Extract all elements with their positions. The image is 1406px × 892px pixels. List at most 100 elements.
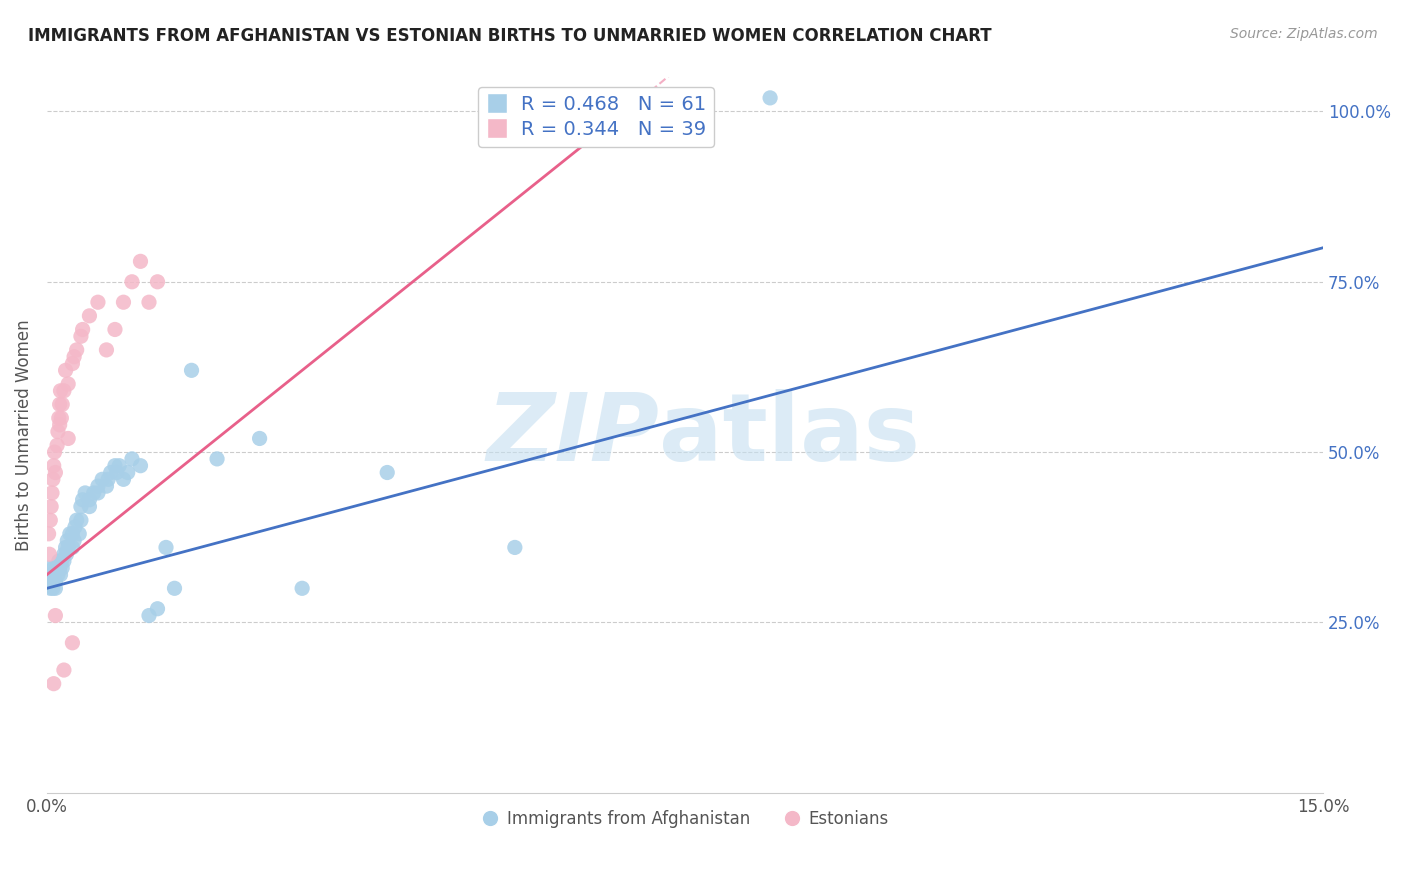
Point bbox=[249, 432, 271, 446]
Text: ZIP: ZIP bbox=[486, 389, 659, 481]
Point bbox=[104, 322, 127, 336]
Point bbox=[62, 541, 84, 555]
Point bbox=[42, 582, 65, 596]
Point bbox=[52, 384, 75, 398]
Point bbox=[51, 411, 73, 425]
Point bbox=[41, 486, 63, 500]
Point bbox=[44, 582, 66, 596]
Point bbox=[51, 397, 73, 411]
Point bbox=[48, 554, 70, 568]
Point bbox=[55, 541, 77, 555]
Point bbox=[97, 472, 120, 486]
Point bbox=[62, 526, 84, 541]
Legend: Immigrants from Afghanistan, Estonians: Immigrants from Afghanistan, Estonians bbox=[475, 803, 896, 834]
Point bbox=[44, 608, 66, 623]
Point bbox=[51, 561, 73, 575]
Point bbox=[121, 451, 143, 466]
Point bbox=[46, 567, 69, 582]
Point bbox=[112, 295, 135, 310]
Point bbox=[96, 479, 118, 493]
Point bbox=[205, 451, 228, 466]
Point bbox=[56, 432, 79, 446]
Point bbox=[52, 663, 75, 677]
Point bbox=[42, 561, 65, 575]
Point bbox=[67, 526, 90, 541]
Point bbox=[55, 547, 77, 561]
Point bbox=[49, 384, 72, 398]
Point bbox=[72, 322, 94, 336]
Point bbox=[38, 561, 60, 575]
Point bbox=[52, 547, 75, 561]
Point bbox=[180, 363, 202, 377]
Point bbox=[46, 438, 69, 452]
Point bbox=[87, 295, 110, 310]
Point bbox=[62, 357, 84, 371]
Text: IMMIGRANTS FROM AFGHANISTAN VS ESTONIAN BIRTHS TO UNMARRIED WOMEN CORRELATION CH: IMMIGRANTS FROM AFGHANISTAN VS ESTONIAN … bbox=[28, 27, 991, 45]
Point bbox=[83, 486, 105, 500]
Point bbox=[66, 513, 89, 527]
Point bbox=[138, 295, 160, 310]
Point bbox=[44, 445, 66, 459]
Point bbox=[63, 350, 86, 364]
Point bbox=[87, 479, 110, 493]
Point bbox=[70, 329, 93, 343]
Point bbox=[146, 275, 169, 289]
Point bbox=[121, 275, 143, 289]
Point bbox=[503, 541, 526, 555]
Point bbox=[39, 582, 62, 596]
Point bbox=[56, 376, 79, 391]
Point bbox=[108, 458, 131, 473]
Point bbox=[91, 472, 114, 486]
Point bbox=[163, 582, 186, 596]
Point bbox=[87, 486, 110, 500]
Point bbox=[39, 513, 62, 527]
Point bbox=[375, 466, 398, 480]
Point bbox=[155, 541, 177, 555]
Point bbox=[39, 567, 62, 582]
Point bbox=[52, 554, 75, 568]
Point bbox=[70, 513, 93, 527]
Point bbox=[138, 608, 160, 623]
Point bbox=[63, 533, 86, 548]
Point bbox=[42, 472, 65, 486]
Point bbox=[56, 533, 79, 548]
Point bbox=[38, 526, 60, 541]
Point bbox=[55, 363, 77, 377]
Point bbox=[112, 472, 135, 486]
Point bbox=[59, 526, 82, 541]
Point bbox=[56, 541, 79, 555]
Point bbox=[51, 554, 73, 568]
Point bbox=[75, 486, 97, 500]
Point bbox=[39, 500, 62, 514]
Point bbox=[96, 343, 118, 357]
Point bbox=[48, 561, 70, 575]
Point bbox=[62, 636, 84, 650]
Point bbox=[48, 397, 70, 411]
Text: atlas: atlas bbox=[659, 389, 921, 481]
Point bbox=[72, 492, 94, 507]
Point bbox=[759, 91, 782, 105]
Point bbox=[79, 500, 101, 514]
Point bbox=[105, 466, 128, 480]
Point bbox=[117, 466, 139, 480]
Point bbox=[38, 547, 60, 561]
Point bbox=[100, 466, 122, 480]
Point bbox=[129, 254, 152, 268]
Point bbox=[291, 582, 314, 596]
Point bbox=[46, 425, 69, 439]
Point bbox=[66, 343, 89, 357]
Point bbox=[42, 458, 65, 473]
Point bbox=[79, 309, 101, 323]
Point bbox=[44, 574, 66, 589]
Point bbox=[70, 500, 93, 514]
Point bbox=[79, 492, 101, 507]
Point bbox=[63, 520, 86, 534]
Point bbox=[44, 567, 66, 582]
Point bbox=[146, 601, 169, 615]
Point bbox=[48, 417, 70, 432]
Point bbox=[104, 458, 127, 473]
Point bbox=[38, 574, 60, 589]
Point bbox=[49, 567, 72, 582]
Point bbox=[41, 574, 63, 589]
Point bbox=[42, 676, 65, 690]
